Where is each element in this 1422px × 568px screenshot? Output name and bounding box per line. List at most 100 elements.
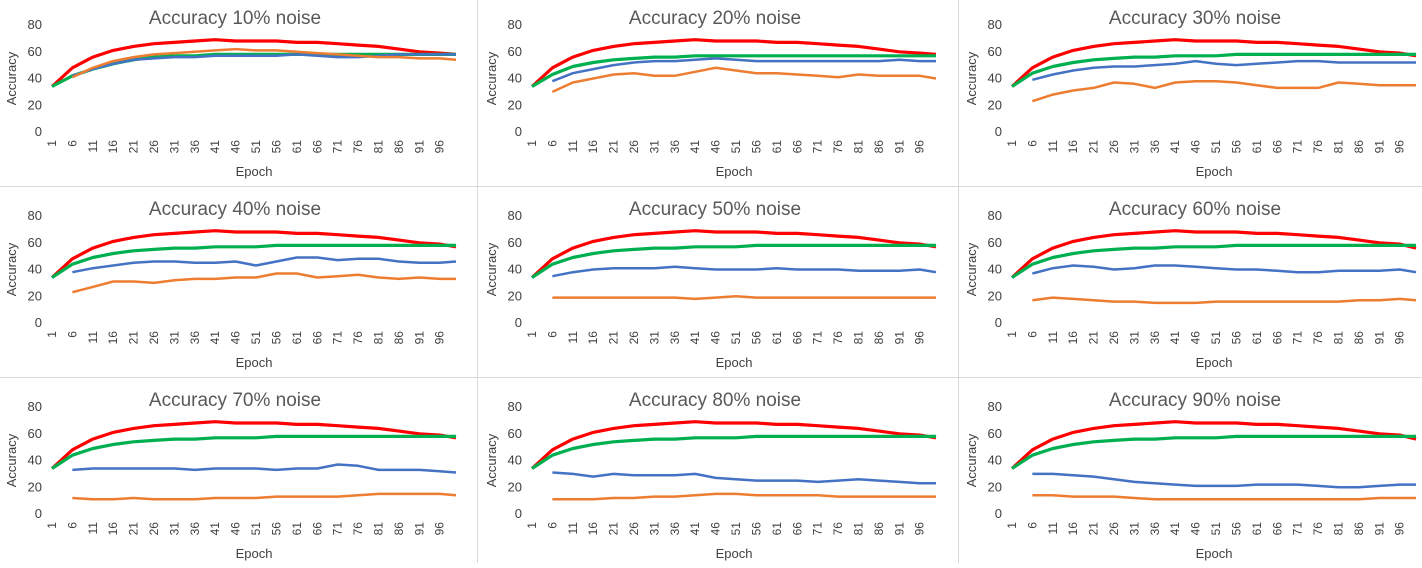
y-tick-label: 60	[988, 235, 1002, 250]
x-tick-label: 96	[1393, 331, 1407, 345]
x-tick-label: 21	[1087, 331, 1101, 345]
y-tick-label: 60	[988, 426, 1002, 441]
series-line	[51, 52, 456, 88]
x-tick-label: 96	[913, 331, 927, 345]
chart-panel-80-noise: Accuracy 80% noise Accuracy 0 20 40 60 80 1 6 11 1…	[480, 382, 942, 568]
x-tick-label: 16	[106, 522, 120, 536]
x-tick-label: 51	[729, 522, 743, 536]
x-tick-label: 91	[892, 522, 906, 536]
x-axis-label: Epoch	[716, 164, 753, 179]
y-tick-label: 20	[28, 97, 42, 112]
x-tick-label: 96	[433, 331, 447, 345]
x-tick-label: 66	[1270, 331, 1284, 345]
x-tick-label: 91	[892, 140, 906, 154]
x-tick-label: 11	[1046, 140, 1060, 153]
x-tick-label: 71	[811, 140, 825, 154]
x-tick-label: 51	[729, 140, 743, 154]
y-tick-label: 0	[995, 124, 1002, 139]
series-trend-line	[1032, 264, 1417, 275]
x-tick-label: 26	[1107, 331, 1121, 345]
x-tick-label: 11	[566, 522, 580, 535]
x-tick-label: 81	[371, 331, 385, 345]
chart-title: Accuracy 10% noise	[149, 8, 321, 29]
series-trend-line	[551, 57, 936, 83]
y-tick-label: 80	[28, 208, 42, 223]
x-tick-label: 86	[392, 331, 406, 345]
x-tick-label: 16	[586, 140, 600, 154]
y-tick-label: 80	[28, 17, 42, 32]
chart-title: Accuracy 70% noise	[149, 390, 321, 411]
x-tick-label: 51	[1209, 331, 1223, 345]
panel-divider	[0, 186, 1422, 187]
chart-title: Accuracy 40% noise	[149, 199, 321, 220]
x-tick-label: 66	[310, 522, 324, 536]
x-tick-label: 46	[1189, 331, 1203, 345]
x-tick-label: 16	[586, 522, 600, 536]
chart-panel-40-noise: Accuracy 40% noise Accuracy 0 20 40 60 80 1 6 11 1…	[0, 191, 462, 377]
y-tick-label: 80	[988, 17, 1002, 32]
x-tick-label: 56	[269, 140, 283, 154]
y-axis-label: Accuracy	[4, 433, 19, 487]
x-tick-label: 76	[831, 331, 845, 345]
x-tick-label: 46	[229, 522, 243, 536]
series-trend-line	[551, 66, 937, 94]
chart-panel-90-noise: Accuracy 90% noise Accuracy 0 20 40 60 80 1 6 11 1…	[960, 382, 1422, 568]
y-tick-label: 40	[508, 453, 522, 468]
x-tick-label: 36	[668, 331, 682, 345]
x-tick-label: 26	[627, 140, 641, 154]
chart-title: Accuracy 60% noise	[1109, 199, 1281, 220]
x-tick-label: 86	[1352, 331, 1366, 345]
series-trend-line	[1032, 494, 1416, 501]
y-axis-label: Accuracy	[484, 51, 499, 105]
y-tick-label: 0	[515, 124, 522, 139]
y-tick-label: 40	[988, 262, 1002, 277]
x-tick-label: 31	[167, 522, 181, 536]
x-tick-label: 76	[831, 522, 845, 536]
x-tick-label: 61	[290, 331, 304, 345]
y-tick-label: 0	[995, 506, 1002, 521]
y-axis-label: Accuracy	[964, 433, 979, 487]
x-tick-label: 86	[392, 522, 406, 536]
x-tick-label: 41	[688, 331, 702, 345]
x-tick-label: 21	[607, 140, 621, 154]
x-tick-label: 36	[188, 331, 202, 345]
x-tick-label: 56	[269, 522, 283, 536]
x-tick-label: 91	[1372, 331, 1386, 345]
x-tick-label: 46	[1189, 522, 1203, 536]
x-tick-label: 36	[1148, 522, 1162, 536]
y-tick-label: 0	[35, 506, 42, 521]
x-tick-label: 86	[392, 140, 406, 154]
x-tick-label: 31	[1127, 140, 1141, 154]
series-trend-line	[552, 295, 936, 301]
x-tick-label: 26	[147, 522, 161, 536]
y-tick-label: 0	[515, 506, 522, 521]
panel-divider	[477, 0, 478, 563]
series-line	[531, 243, 936, 279]
series-trend-line	[1032, 296, 1417, 305]
x-tick-label: 21	[127, 522, 141, 536]
x-tick-label: 11	[86, 140, 100, 153]
y-tick-label: 40	[988, 71, 1002, 86]
x-axis-label: Epoch	[1196, 546, 1233, 561]
x-axis-label: Epoch	[236, 355, 273, 370]
x-tick-label: 1	[525, 331, 539, 338]
x-tick-label: 41	[208, 331, 222, 345]
y-tick-label: 40	[28, 71, 42, 86]
y-tick-label: 40	[28, 262, 42, 277]
chart-panel-60-noise: Accuracy 60% noise Accuracy 0 20 40 60 80 1 6 11 1…	[960, 191, 1422, 377]
series-line	[1010, 38, 1417, 88]
series-trend-line	[1032, 472, 1416, 489]
chart-title: Accuracy 20% noise	[629, 8, 801, 29]
x-tick-label: 36	[188, 522, 202, 536]
x-tick-label: 96	[1393, 140, 1407, 154]
x-tick-label: 96	[1393, 522, 1407, 536]
x-tick-label: 31	[647, 331, 661, 345]
x-tick-label: 91	[892, 331, 906, 345]
x-tick-label: 6	[545, 522, 559, 529]
x-tick-label: 21	[607, 331, 621, 345]
x-tick-label: 46	[229, 140, 243, 154]
x-tick-label: 26	[147, 140, 161, 154]
x-tick-label: 81	[851, 331, 865, 345]
x-tick-label: 36	[188, 140, 202, 154]
